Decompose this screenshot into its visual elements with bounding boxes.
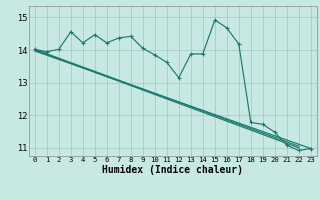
X-axis label: Humidex (Indice chaleur): Humidex (Indice chaleur) (102, 165, 243, 175)
